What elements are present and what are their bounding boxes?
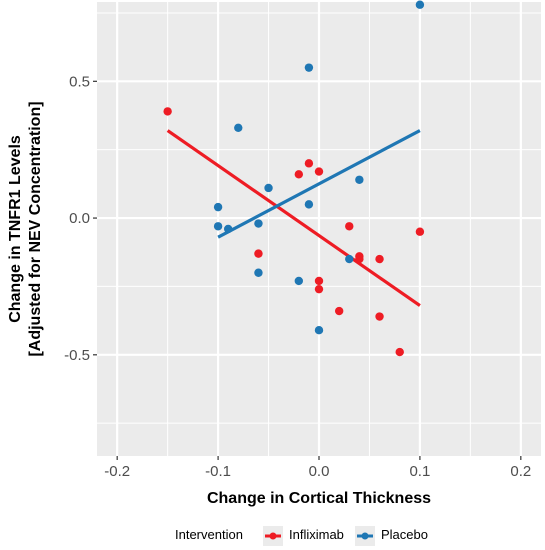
data-point-infliximab <box>314 276 324 286</box>
data-point-placebo <box>254 268 263 277</box>
legend-label-infliximab: Infliximab <box>289 527 344 542</box>
data-point-infliximab <box>304 159 314 168</box>
data-point-placebo <box>213 202 223 212</box>
data-point-placebo <box>223 224 233 234</box>
y-tick-label: 0.5 <box>69 73 90 90</box>
fit-lines <box>166 129 421 307</box>
data-point-infliximab <box>395 347 404 357</box>
legend-key-point <box>269 532 277 540</box>
y-axis-ticks: -0.5 0.0 0.5 <box>64 73 97 364</box>
x-tick-label: -0.1 <box>205 463 231 480</box>
data-point-infliximab <box>294 170 304 179</box>
y-axis-title-line2: [Adjusted for NEV Concentration] <box>27 101 44 356</box>
data-point-placebo <box>345 254 354 264</box>
data-point-placebo <box>314 325 324 335</box>
data-point-infliximab <box>314 167 324 176</box>
x-tick-label: 0.1 <box>409 463 430 480</box>
y-tick-label: -0.5 <box>64 347 90 364</box>
data-point-infliximab <box>254 249 263 258</box>
legend-key-placebo <box>355 526 375 546</box>
x-tick-label: 0.0 <box>309 463 330 480</box>
data-point-placebo <box>294 276 304 286</box>
data-point-infliximab <box>314 284 324 294</box>
x-axis-title: Change in Cortical Thickness <box>207 490 431 507</box>
x-tick-label: 0.2 <box>510 463 531 480</box>
data-point-placebo <box>355 175 364 184</box>
data-point-infliximab <box>334 306 344 316</box>
fit-line-placebo <box>217 129 421 239</box>
x-tick-label: -0.2 <box>104 463 130 480</box>
data-point-infliximab <box>375 312 384 321</box>
data-point-placebo <box>254 219 263 228</box>
data-point-placebo <box>264 183 273 193</box>
data-point-infliximab <box>355 254 364 264</box>
data-point-infliximab <box>163 107 172 116</box>
data-point-infliximab <box>345 222 354 231</box>
y-axis-title: Change in TNFR1 Levels [Adjusted for NEV… <box>7 101 44 356</box>
legend-title: Intervention <box>175 527 243 542</box>
legend-key-point <box>361 532 369 540</box>
fit-line-infliximab <box>166 129 421 307</box>
y-axis-title-line1: Change in TNFR1 Levels <box>7 135 24 323</box>
legend-key-infliximab <box>263 526 283 546</box>
data-point-placebo <box>415 0 425 9</box>
y-tick-label: 0.0 <box>69 210 90 227</box>
data-point-placebo <box>234 123 243 133</box>
x-axis-ticks: -0.2 -0.1 0.0 0.1 0.2 <box>104 456 531 480</box>
data-point-placebo <box>304 200 314 209</box>
data-point-infliximab <box>415 227 425 236</box>
data-point-placebo <box>304 63 314 72</box>
legend: Intervention Infliximab Placebo <box>175 526 428 546</box>
legend-label-placebo: Placebo <box>381 527 428 542</box>
data-point-placebo <box>213 222 223 231</box>
data-points <box>163 0 425 357</box>
data-point-infliximab <box>375 254 384 264</box>
